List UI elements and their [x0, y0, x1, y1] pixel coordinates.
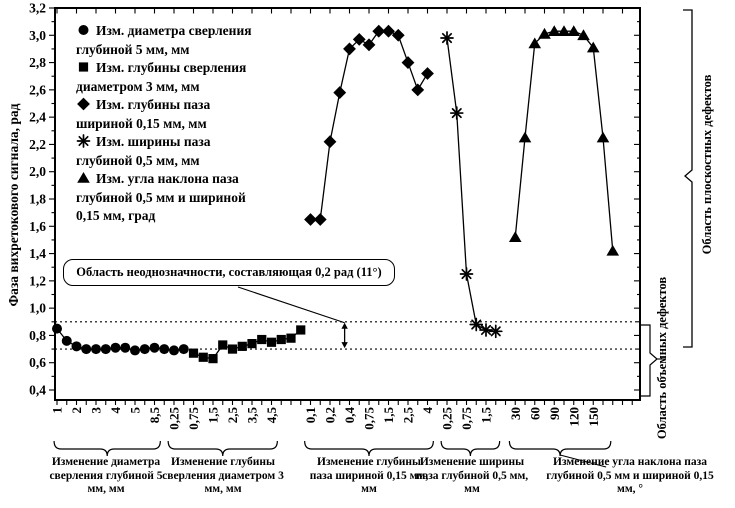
svg-text:3,2: 3,2: [29, 1, 46, 16]
svg-text:0,2: 0,2: [323, 407, 338, 423]
legend-item: Изм. ширины паза глубиной 0,5 мм, мм: [76, 133, 264, 170]
svg-text:0,75: 0,75: [362, 407, 377, 430]
x-group-caption-drill-diameter: Изменение диаметра сверления глубиной 5 …: [49, 456, 163, 495]
svg-text:0,4: 0,4: [342, 407, 357, 424]
svg-text:0,6: 0,6: [29, 355, 46, 370]
legend: Изм. диаметра сверления глубиной 5 мм, м…: [76, 22, 264, 226]
svg-text:1,8: 1,8: [29, 192, 46, 207]
svg-text:1,2: 1,2: [29, 273, 46, 288]
legend-item: Изм. глубины паза шириной 0,15 мм, мм: [76, 96, 264, 133]
svg-text:1,6: 1,6: [29, 219, 46, 234]
svg-text:150: 150: [586, 407, 601, 427]
ambiguity-region-callout: Область неоднозначности, составляющая 0,…: [63, 259, 395, 286]
svg-text:1: 1: [50, 407, 65, 414]
legend-item: Изм. глубины сверления диаметром 3 мм, м…: [76, 59, 264, 96]
svg-text:3,5: 3,5: [245, 407, 260, 424]
legend-label: Изм. угла наклона паза глубиной 0,5 мм и…: [76, 171, 246, 223]
svg-text:5: 5: [128, 407, 143, 414]
svg-text:3,0: 3,0: [29, 28, 46, 43]
x-group-caption-slot-depth: Изменение глубины паза шириной 0,15 мм, …: [309, 456, 429, 495]
svg-text:2,8: 2,8: [29, 55, 46, 70]
svg-text:2,0: 2,0: [29, 164, 46, 179]
circle-marker-icon: [78, 25, 89, 35]
svg-text:2,5: 2,5: [401, 407, 416, 424]
svg-text:0,25: 0,25: [167, 407, 182, 430]
svg-text:4: 4: [420, 407, 435, 414]
svg-text:2,2: 2,2: [29, 137, 46, 152]
svg-text:120: 120: [566, 407, 581, 427]
svg-text:0,4: 0,4: [29, 383, 46, 398]
svg-text:2,4: 2,4: [29, 110, 46, 125]
planar-defects-region-label: Область плоскостных дефектов: [700, 74, 714, 255]
volumetric-defects-region-label: Область объемных дефектов: [655, 276, 669, 440]
square-marker-icon: [78, 62, 89, 72]
x-group-caption-slot-width: Изменение ширины паза глубиной 0,5 мм, м…: [415, 456, 529, 495]
legend-label: Изм. глубины паза шириной 0,15 мм, мм: [76, 97, 211, 131]
triangle-marker-icon: [77, 172, 90, 183]
asterisk-marker-icon: [76, 134, 91, 148]
legend-item: Изм. диаметра сверления глубиной 5 мм, м…: [76, 22, 264, 59]
svg-text:2,5: 2,5: [225, 407, 240, 424]
svg-text:4: 4: [108, 407, 123, 414]
svg-text:1,4: 1,4: [29, 246, 46, 261]
svg-text:0,8: 0,8: [29, 328, 46, 343]
svg-text:1,5: 1,5: [381, 407, 396, 424]
svg-text:1,0: 1,0: [29, 301, 46, 316]
legend-item: Изм. угла наклона паза глубиной 0,5 мм и…: [76, 170, 264, 226]
x-group-caption-drill-depth: Изменение глубины сверления диаметром 3 …: [162, 456, 284, 495]
legend-label: Изм. ширины паза глубиной 0,5 мм, мм: [76, 134, 211, 168]
svg-text:8,5: 8,5: [147, 407, 162, 424]
svg-text:0,75: 0,75: [459, 407, 474, 430]
x-group-caption-slot-angle: Изменение угла наклона паза глубиной 0,5…: [546, 456, 714, 495]
svg-text:2: 2: [69, 407, 84, 414]
svg-text:0,25: 0,25: [440, 407, 455, 430]
svg-text:2,6: 2,6: [29, 82, 46, 97]
svg-text:4,5: 4,5: [264, 407, 279, 424]
legend-label: Изм. глубины сверления диаметром 3 мм, м…: [76, 60, 247, 94]
diamond-marker-icon: [77, 97, 90, 111]
svg-text:60: 60: [527, 407, 542, 420]
legend-label: Изм. диаметра сверления глубиной 5 мм, м…: [76, 23, 252, 57]
svg-text:30: 30: [508, 407, 523, 420]
svg-text:3: 3: [89, 407, 104, 414]
svg-text:0,1: 0,1: [303, 407, 318, 423]
svg-text:1,5: 1,5: [479, 407, 494, 424]
svg-text:90: 90: [547, 407, 562, 420]
svg-text:1,5: 1,5: [206, 407, 221, 424]
svg-text:0,75: 0,75: [186, 407, 201, 430]
y-axis-title: Фаза вихретокового сигнала, рад: [6, 103, 21, 307]
